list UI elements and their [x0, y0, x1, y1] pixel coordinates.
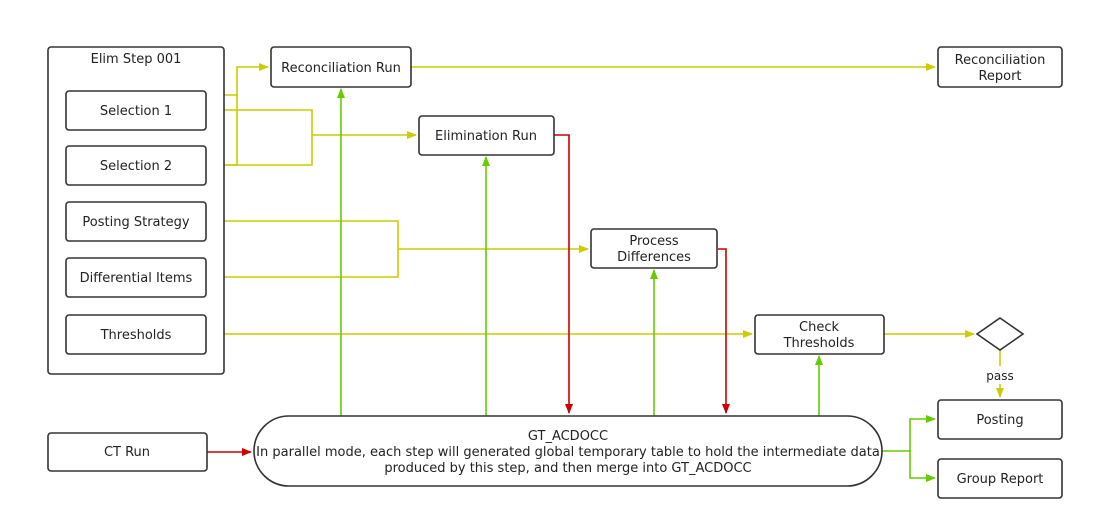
group-report-label: Group Report [957, 472, 1044, 487]
reconciliation-run-node[interactable]: Reconciliation Run [270, 46, 412, 88]
ct-run-node[interactable]: CT Run [47, 432, 208, 472]
posting-node[interactable]: Posting [937, 399, 1063, 440]
ct-run-label: CT Run [104, 445, 150, 460]
selection-1-node[interactable]: Selection 1 [65, 90, 207, 131]
elim-step-group-title: Elim Step 001 [91, 52, 182, 67]
selection-2-label: Selection 2 [100, 159, 172, 174]
reconciliation-report-label-line1: Reconciliation [955, 53, 1046, 68]
edge-differential-items-to-process-differences [206, 249, 399, 278]
differential-items-label: Differential Items [80, 271, 193, 286]
edge-process-differences-to-gt [718, 248, 730, 414]
differential-items-node[interactable]: Differential Items [65, 257, 207, 298]
gt-acdocc-description-line1: In parallel mode, each step will generat… [256, 445, 880, 460]
decision-diamond[interactable] [975, 317, 1025, 351]
edge-posting-strategy-to-process-differences [206, 220, 589, 253]
edge-gt-to-group-report [909, 451, 936, 482]
pass-label: pass [986, 369, 1013, 383]
thresholds-label: Thresholds [100, 328, 172, 343]
check-thresholds-label-line1: Check [799, 320, 839, 335]
gt-acdocc-title: GT_ACDOCC [528, 429, 608, 444]
selection-2-node[interactable]: Selection 2 [65, 145, 207, 186]
thresholds-node[interactable]: Thresholds [65, 314, 207, 355]
edge-selection1-to-elimination-run [206, 109, 417, 139]
gt-acdocc-node[interactable]: GT_ACDOCC In parallel mode, each step wi… [253, 415, 883, 487]
reconciliation-report-label-line2: Report [978, 69, 1021, 84]
check-thresholds-label-line2: Thresholds [783, 336, 855, 351]
process-differences-label-line1: Process [629, 234, 679, 249]
pass-label-bg [980, 366, 1020, 384]
reconciliation-run-label: Reconciliation Run [281, 61, 401, 76]
elimination-run-node[interactable]: Elimination Run [418, 115, 555, 156]
edge-gt-to-posting [882, 415, 936, 452]
edge-elimination-run-to-gt [554, 134, 573, 414]
posting-strategy-node[interactable]: Posting Strategy [65, 201, 207, 242]
reconciliation-report-node[interactable]: Reconciliation Report [937, 46, 1063, 88]
process-differences-node[interactable]: Process Differences [590, 228, 718, 269]
process-differences-label-line2: Differences [617, 250, 691, 265]
group-report-node[interactable]: Group Report [937, 458, 1063, 499]
elimination-run-label: Elimination Run [435, 129, 537, 144]
posting-label: Posting [976, 413, 1023, 428]
gt-acdocc-description-line2: produced by this step, and then merge in… [384, 461, 751, 476]
check-thresholds-node[interactable]: Check Thresholds [754, 314, 885, 355]
edge-selection2-to-elimination-run [206, 135, 313, 166]
selection-1-label: Selection 1 [100, 104, 172, 119]
posting-strategy-label: Posting Strategy [82, 215, 189, 230]
